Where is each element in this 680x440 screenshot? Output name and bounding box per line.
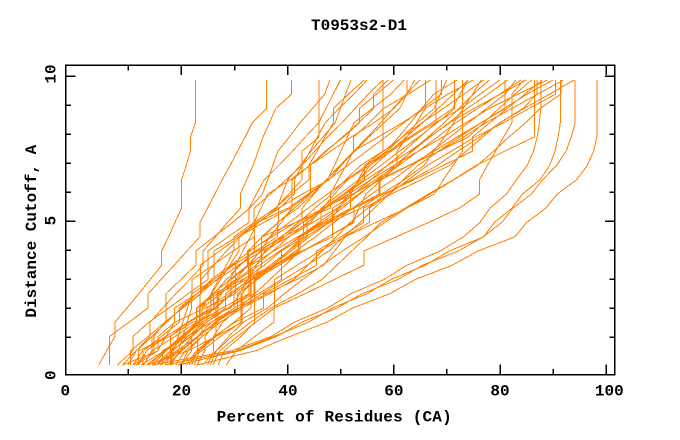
svg-text:Distance Cutoff, A: Distance Cutoff, A (23, 144, 41, 317)
svg-text:40: 40 (278, 383, 297, 401)
svg-text:Percent of Residues (CA): Percent of Residues (CA) (217, 408, 452, 426)
svg-text:100: 100 (595, 383, 624, 401)
svg-text:0: 0 (60, 383, 70, 401)
svg-text:80: 80 (490, 383, 509, 401)
svg-text:20: 20 (172, 383, 191, 401)
svg-text:0: 0 (43, 370, 61, 380)
svg-text:10: 10 (43, 64, 61, 83)
svg-text:5: 5 (43, 216, 61, 226)
svg-text:60: 60 (384, 383, 403, 401)
svg-text:T0953s2-D1: T0953s2-D1 (311, 17, 407, 35)
